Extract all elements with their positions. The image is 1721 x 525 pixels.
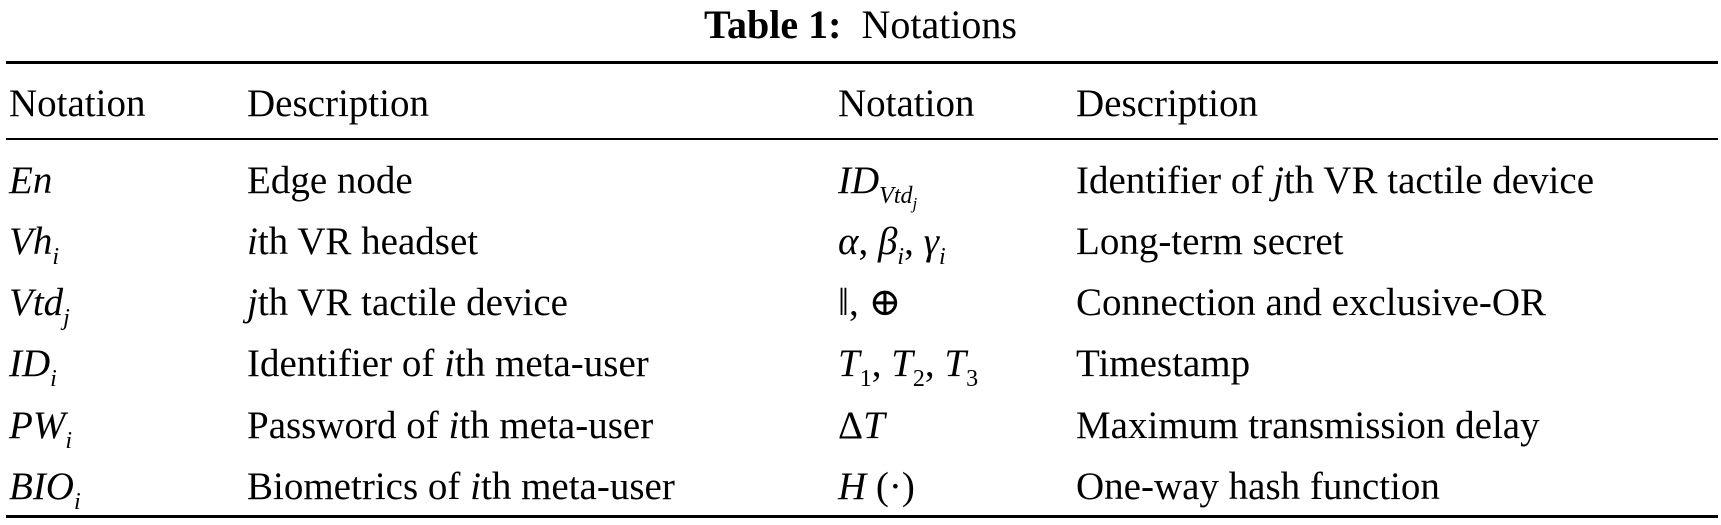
description-cell: Maximum transmission delay xyxy=(1076,396,1540,456)
text-segment: Long-term secret xyxy=(1076,220,1344,263)
notation-cell: H (·) xyxy=(838,457,915,517)
notation-cell: IDi xyxy=(9,334,57,394)
text-segment: i xyxy=(247,220,258,263)
text-segment: i xyxy=(73,489,81,515)
description-cell: Biometrics of ith meta-user xyxy=(247,457,675,517)
table-caption: Table 1: Notations xyxy=(0,2,1721,48)
notation-cell: ‖, ⊕ xyxy=(838,273,901,333)
text-segment: Password of xyxy=(247,404,449,447)
text-segment: T xyxy=(891,342,913,385)
table-row: IDi Identifier of ith meta-user T1, T2, T3… xyxy=(0,334,1721,394)
text-segment: Vh xyxy=(9,220,53,263)
text-segment: th meta-user xyxy=(454,342,649,385)
text-segment: One-way hash function xyxy=(1076,465,1440,508)
description-cell: ith VR headset xyxy=(247,212,478,272)
notation-cell: α, βi, γi xyxy=(838,212,946,272)
text-segment: ‖, ⊕ xyxy=(838,281,902,324)
description-cell: Identifier of jth VR tactile device xyxy=(1076,151,1594,211)
notation-cell: ΔT xyxy=(838,396,885,456)
text-segment: γ xyxy=(923,220,939,263)
text-segment: H xyxy=(838,465,867,508)
text-segment: Biometrics of xyxy=(247,465,471,508)
text-segment: BIO xyxy=(9,465,74,508)
description-cell: Timestamp xyxy=(1076,334,1250,394)
table-row: BIOi Biometrics of ith meta-user H (·) One-… xyxy=(0,457,1721,517)
text-segment: i xyxy=(470,465,481,508)
text-segment: i xyxy=(50,366,57,392)
text-segment: Timestamp xyxy=(1076,342,1251,385)
description-cell: Connection and exclusive-OR xyxy=(1076,273,1546,333)
table-row: PWi Password of ith meta-user ΔT Maximum tr… xyxy=(0,396,1721,456)
notation-cell: Vhi xyxy=(9,212,59,272)
caption-label: Table 1: xyxy=(704,2,842,47)
top-rule xyxy=(6,61,1718,64)
text-segment: Identifier of xyxy=(247,342,445,385)
header-notation: Notation xyxy=(838,82,975,125)
description-cell: Long-term secret xyxy=(1076,212,1343,272)
text-segment: Edge node xyxy=(247,159,413,202)
text-segment: i xyxy=(52,244,59,270)
notation-cell: T1, T2, T3 xyxy=(838,334,978,394)
table-row: En Edge node IDVtdj Identifier of jth VR ta… xyxy=(0,151,1721,213)
header-row: Notation Description Notation Descriptio… xyxy=(0,74,1721,134)
subscript: j xyxy=(912,194,918,213)
text-segment: Δ xyxy=(838,404,864,447)
description-cell: Identifier of ith meta-user xyxy=(247,334,649,394)
text-segment: i xyxy=(448,404,460,447)
text-segment: j xyxy=(63,305,70,331)
text-segment: th meta-user xyxy=(459,404,654,447)
text-segment: i xyxy=(938,244,946,270)
text-segment: i xyxy=(444,342,455,385)
text-segment: T xyxy=(944,342,967,385)
table-row: Vhi ith VR headset α, βi, γi Long-term secr… xyxy=(0,212,1721,272)
text-segment: th VR tactile device xyxy=(1283,159,1595,202)
header-rule xyxy=(6,138,1718,140)
notation-cell: IDVtdj xyxy=(838,151,918,213)
text-segment: T xyxy=(838,342,860,385)
text-segment: , xyxy=(871,342,892,385)
text-segment: j xyxy=(247,281,258,324)
text-segment: Identifier of xyxy=(1076,159,1274,202)
text-segment: th VR tactile device xyxy=(257,281,568,324)
text-segment: β xyxy=(877,220,898,263)
text-segment: i xyxy=(897,244,905,270)
notation-cell: En xyxy=(9,151,52,211)
text-segment: , xyxy=(858,220,878,263)
description-cell: One-way hash function xyxy=(1076,457,1440,517)
text-segment: En xyxy=(9,159,53,202)
text-segment: α xyxy=(838,220,859,263)
text-segment: , xyxy=(904,220,924,263)
text-segment: 3 xyxy=(966,366,979,392)
description-cell: Edge node xyxy=(247,151,413,211)
notation-cell: BIOi xyxy=(9,457,81,517)
text-segment: Vtdj xyxy=(879,183,918,213)
text-segment: ID xyxy=(838,159,880,202)
notation-cell: PWi xyxy=(9,396,72,456)
table-row: Vtdj jth VR tactile device ‖, ⊕ Connection … xyxy=(0,273,1721,333)
text-segment: Maximum transmission delay xyxy=(1076,404,1540,447)
header-description: Description xyxy=(247,82,429,125)
text-segment: , xyxy=(924,342,945,385)
text-segment: Vtd xyxy=(9,281,64,324)
text-segment: 1 xyxy=(859,366,872,392)
text-segment: i xyxy=(65,428,72,454)
description-cell: jth VR tactile device xyxy=(247,273,568,333)
header-notation: Notation xyxy=(9,82,146,125)
text-segment: th VR headset xyxy=(257,220,479,263)
text-segment: ID xyxy=(9,342,51,385)
text-segment: (·) xyxy=(866,465,915,508)
caption-text: Notations xyxy=(861,2,1017,47)
text-segment: PW xyxy=(9,404,66,447)
text-segment: T xyxy=(863,404,885,447)
text-segment: j xyxy=(1273,159,1284,202)
description-cell: Password of ith meta-user xyxy=(247,396,653,456)
notation-cell: Vtdj xyxy=(9,273,70,333)
text-segment: th meta-user xyxy=(480,465,675,508)
text-segment: 2 xyxy=(912,366,925,392)
bottom-rule xyxy=(6,515,1718,518)
text-segment: Connection and exclusive-OR xyxy=(1076,281,1547,324)
header-description: Description xyxy=(1076,82,1258,125)
